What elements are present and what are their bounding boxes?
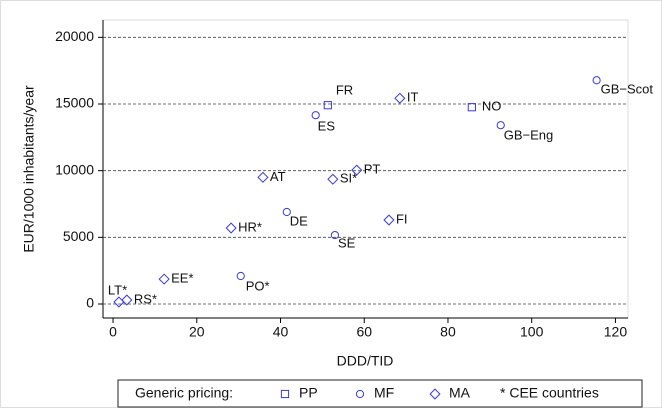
point-label: PO*	[246, 278, 270, 293]
x-tick-label: 60	[356, 324, 372, 340]
point-label: FI	[396, 211, 408, 226]
point-label: HR*	[238, 219, 262, 234]
marker-diamond	[394, 92, 406, 104]
point-label: SI*	[340, 171, 357, 186]
marker-diamond	[225, 222, 237, 234]
point-label: AT	[270, 169, 286, 184]
marker-circle	[282, 207, 291, 217]
marker-diamond	[351, 164, 363, 176]
point-label: FR	[336, 83, 353, 98]
point-label: DE	[290, 213, 308, 228]
y-tick-label: 15000	[55, 95, 94, 111]
marker-diamond	[429, 388, 441, 400]
point-label: LT*	[108, 282, 127, 297]
point-label: PT	[364, 162, 381, 177]
x-tick-label: 20	[189, 324, 205, 340]
marker-diamond	[158, 273, 170, 285]
x-tick-label: 0	[109, 324, 117, 340]
marker-square	[280, 389, 290, 399]
x-tick-label: 120	[604, 324, 628, 340]
marker-circle	[236, 271, 245, 281]
point-label: EE*	[171, 271, 193, 286]
marker-diamond	[121, 294, 133, 306]
y-tick-label: 0	[86, 295, 94, 311]
marker-circle	[496, 121, 505, 130]
legend-note: * CEE countries	[500, 385, 599, 401]
x-axis-label: DDD/TID	[337, 353, 394, 369]
x-tick-label: 40	[273, 324, 289, 340]
marker-diamond	[383, 214, 395, 226]
point-label: SE	[338, 236, 356, 251]
y-axis-label: EUR/1000 inhabitants/year	[21, 85, 37, 253]
legend-label: MF	[374, 385, 394, 401]
legend-label: PP	[299, 385, 318, 401]
marker-circle	[355, 389, 365, 399]
legend	[117, 379, 643, 408]
point-label: ES	[318, 119, 336, 134]
legend-title: Generic pricing:	[135, 385, 233, 401]
x-tick-label: 80	[440, 324, 456, 340]
y-tick-label: 5000	[63, 228, 94, 244]
y-tick-label: 20000	[55, 28, 94, 44]
marker-circle	[592, 76, 601, 85]
marker-square	[467, 103, 476, 112]
marker-square	[323, 101, 332, 110]
legend-label: MA	[449, 385, 471, 401]
x-tick-label: 100	[520, 324, 544, 340]
point-label: RS*	[134, 291, 157, 306]
y-tick-label: 10000	[55, 161, 94, 177]
point-label: NO	[482, 99, 502, 114]
point-label: GB−Scot	[601, 82, 654, 97]
marker-diamond	[257, 171, 269, 183]
marker-circle	[311, 111, 320, 120]
marker-diamond	[327, 173, 339, 185]
point-label: GB−Eng	[504, 128, 554, 143]
point-label: IT	[407, 90, 419, 105]
marker-circle	[330, 230, 340, 240]
